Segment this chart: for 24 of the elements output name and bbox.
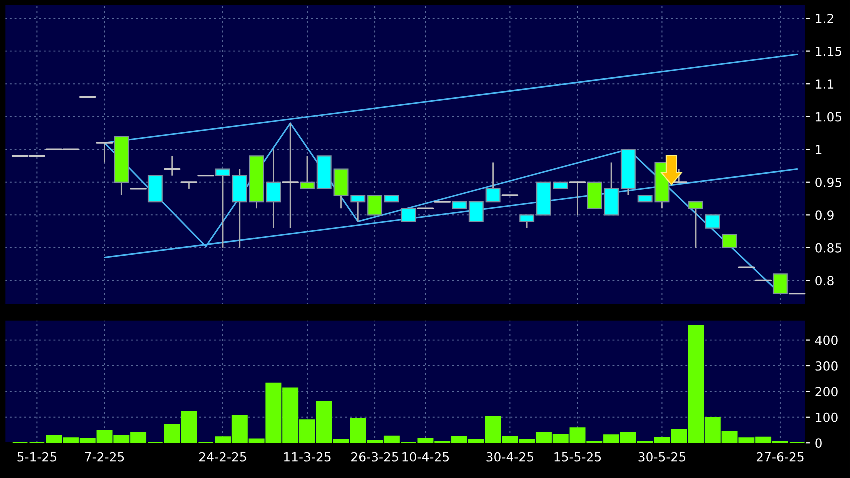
y-tick-label: 1.05 — [816, 112, 842, 122]
y-tick-label: 1 — [816, 145, 822, 154]
y-tick-label: 0.85 — [816, 243, 842, 253]
y-tick-label: 200 — [816, 387, 838, 397]
y-tick-label: 300 — [816, 361, 838, 371]
y-tick-label: 0.95 — [816, 178, 842, 188]
y-tick-label: 1.1 — [816, 80, 834, 89]
x-tick-label: 30-4-25 — [486, 452, 534, 462]
y-tick-label: 400 — [815, 336, 838, 346]
y-tick-label: 1.2 — [816, 14, 834, 24]
y-tick-label: 0 — [816, 438, 822, 448]
x-tick-label: 11-3-25 — [284, 452, 331, 462]
y-tick-label: 100 — [816, 412, 838, 422]
x-tick-label: 10-4-25 — [402, 452, 450, 462]
x-tick-label: 26-3-25 — [352, 452, 398, 462]
y-tick-label: 0.8 — [816, 276, 834, 286]
y-tick-label: 1.15 — [816, 46, 842, 56]
x-tick-label: 15-5-25 — [554, 452, 602, 462]
x-tick-label: 7-2-25 — [85, 452, 124, 462]
x-tick-label: 24-2-25 — [200, 452, 246, 462]
y-tick-label: 0.9 — [816, 210, 834, 220]
x-tick-label: 30-5-25 — [638, 452, 686, 462]
x-tick-label: 27-6-25 — [756, 452, 804, 462]
x-tick-label: 5-1-25 — [18, 452, 57, 462]
